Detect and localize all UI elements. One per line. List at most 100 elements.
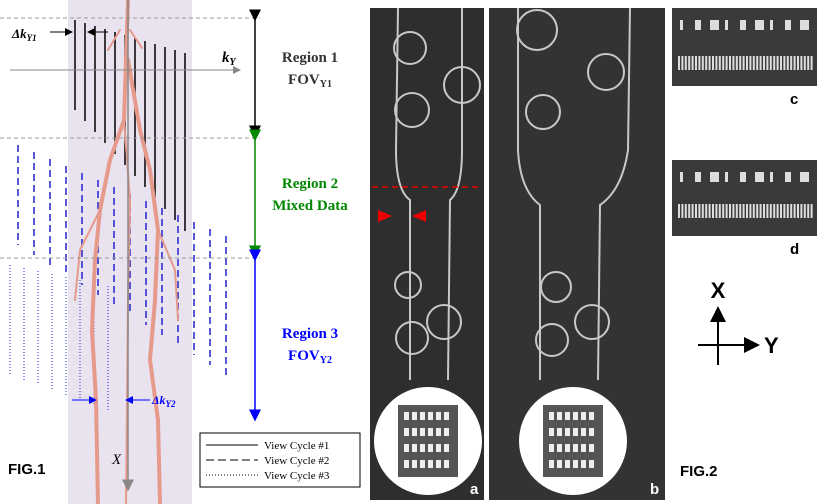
inset-bar bbox=[549, 444, 554, 452]
bar-pattern bbox=[698, 56, 700, 70]
bar-pattern bbox=[695, 20, 701, 30]
bar-pattern bbox=[797, 204, 799, 218]
detail-sub: Y1 bbox=[320, 79, 332, 90]
bar-pattern bbox=[725, 172, 728, 182]
region-detail: FOVY2 bbox=[288, 348, 332, 366]
inset-bar bbox=[404, 444, 409, 452]
fig-label: FIG.2 bbox=[680, 463, 718, 480]
bar-pattern bbox=[692, 56, 694, 70]
bar-pattern bbox=[811, 56, 813, 70]
inset-bar bbox=[573, 444, 578, 452]
figure: ΔkY1 kY ΔkY2 X FIG.1 Region 1FOVY1Region… bbox=[0, 0, 817, 504]
bar-pattern bbox=[755, 172, 764, 182]
bar-pattern bbox=[702, 56, 704, 70]
bar-pattern bbox=[755, 20, 764, 30]
bar-pattern bbox=[800, 56, 802, 70]
bar-pattern bbox=[794, 204, 796, 218]
bar-pattern bbox=[739, 56, 741, 70]
inset-bar bbox=[557, 444, 562, 452]
bar-pattern bbox=[800, 204, 802, 218]
region-detail: Mixed Data bbox=[272, 198, 348, 214]
detail-main: FOV bbox=[288, 72, 320, 88]
bar-pattern bbox=[804, 56, 806, 70]
inset-bar bbox=[565, 412, 570, 420]
inset-bar bbox=[589, 460, 594, 468]
bar-pattern bbox=[740, 172, 746, 182]
bar-pattern bbox=[787, 204, 789, 218]
inset-bar bbox=[428, 460, 433, 468]
bar-pattern bbox=[743, 204, 745, 218]
bar-pattern bbox=[753, 56, 755, 70]
inset-bar bbox=[589, 428, 594, 436]
bar-pattern bbox=[740, 20, 746, 30]
bar-pattern bbox=[710, 172, 719, 182]
bar-pattern bbox=[760, 204, 762, 218]
bar-pattern bbox=[770, 172, 773, 182]
inset-bar bbox=[573, 428, 578, 436]
bar-pattern bbox=[688, 204, 690, 218]
bar-pattern bbox=[695, 56, 697, 70]
bar-pattern bbox=[753, 204, 755, 218]
bar-pattern bbox=[739, 204, 741, 218]
bar-pattern bbox=[685, 56, 687, 70]
inset-bar bbox=[549, 412, 554, 420]
bar-pattern bbox=[785, 20, 791, 30]
bar-pattern bbox=[777, 204, 779, 218]
legend-label: View Cycle #2 bbox=[264, 455, 329, 467]
inset-bar bbox=[444, 428, 449, 436]
bar-pattern bbox=[736, 56, 738, 70]
inset-bar bbox=[581, 460, 586, 468]
bar-pattern bbox=[715, 204, 717, 218]
bar-pattern bbox=[719, 204, 721, 218]
bar-pattern bbox=[766, 56, 768, 70]
inset-bar bbox=[428, 428, 433, 436]
inset-bar bbox=[436, 444, 441, 452]
bar-pattern bbox=[726, 56, 728, 70]
bar-pattern bbox=[749, 56, 751, 70]
inset-bar bbox=[573, 412, 578, 420]
ky-label: kY bbox=[222, 50, 237, 68]
inset-bar bbox=[428, 444, 433, 452]
inset-bar bbox=[436, 412, 441, 420]
inset-bar bbox=[565, 444, 570, 452]
bar-pattern bbox=[705, 56, 707, 70]
bar-pattern bbox=[794, 56, 796, 70]
bar-pattern bbox=[800, 20, 809, 30]
region-name: Region 1 bbox=[282, 50, 338, 66]
bar-pattern bbox=[715, 56, 717, 70]
panel-label: d bbox=[790, 241, 799, 258]
bar-pattern bbox=[685, 204, 687, 218]
bar-pattern bbox=[705, 204, 707, 218]
delta-ky1: ΔkY1 bbox=[11, 26, 37, 43]
x-label: X bbox=[111, 452, 122, 468]
inset-bar bbox=[581, 428, 586, 436]
bar-pattern bbox=[678, 204, 680, 218]
detail-sub: Y2 bbox=[320, 355, 332, 366]
bar-pattern bbox=[729, 204, 731, 218]
inset-bar bbox=[420, 412, 425, 420]
bar-pattern bbox=[804, 204, 806, 218]
bar-pattern bbox=[749, 204, 751, 218]
bar-pattern bbox=[777, 56, 779, 70]
inset-bar bbox=[444, 444, 449, 452]
bar-pattern bbox=[756, 56, 758, 70]
bar-pattern bbox=[709, 204, 711, 218]
panel-label: a bbox=[470, 481, 479, 498]
bar-pattern bbox=[698, 204, 700, 218]
inset-bar bbox=[436, 460, 441, 468]
bar-pattern bbox=[763, 56, 765, 70]
inset-bar bbox=[565, 428, 570, 436]
inset-bar bbox=[412, 444, 417, 452]
panel-label: b bbox=[650, 481, 659, 498]
inset-bar bbox=[444, 412, 449, 420]
bar-pattern bbox=[800, 172, 809, 182]
bar-pattern bbox=[811, 204, 813, 218]
bar-pattern bbox=[692, 204, 694, 218]
inset-bar bbox=[412, 412, 417, 420]
bar-pattern bbox=[712, 204, 714, 218]
detail-main: FOV bbox=[288, 348, 320, 364]
region-detail: FOVY1 bbox=[288, 72, 332, 90]
bar-pattern bbox=[780, 56, 782, 70]
bar-pattern bbox=[681, 56, 683, 70]
inset-bar bbox=[589, 444, 594, 452]
